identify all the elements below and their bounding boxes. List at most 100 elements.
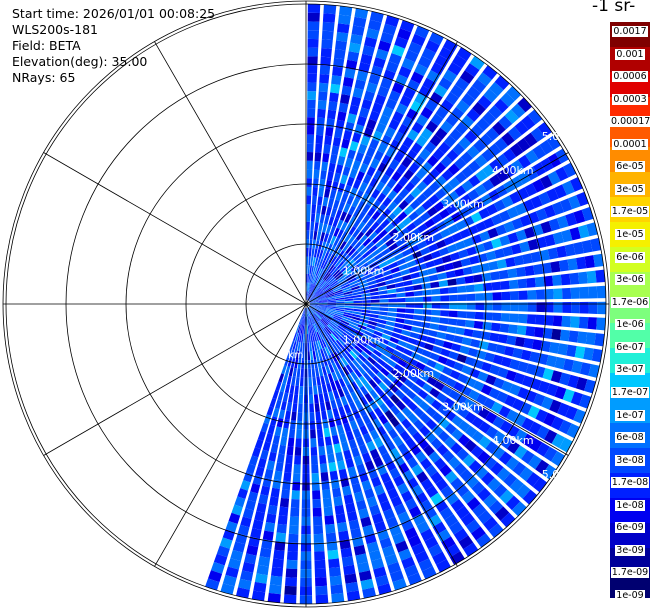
azimuth-spoke [305, 303, 458, 567]
range-gate-cell [307, 4, 321, 14]
range-gate-cell [284, 356, 290, 367]
range-gate-cell [340, 193, 349, 203]
range-gate-cell [421, 161, 433, 174]
range-gate-cell [317, 294, 326, 300]
range-gate-cell [462, 454, 476, 467]
range-gate-cell [328, 462, 337, 472]
range-gate-cell [460, 512, 476, 527]
range-gate-cell [424, 506, 438, 520]
range-gate-cell [341, 346, 349, 355]
range-gate-cell [348, 205, 356, 216]
range-gate-cell [308, 316, 311, 326]
range-gate-cell [344, 305, 354, 309]
range-gate-cell [318, 82, 329, 93]
range-gate-cell [317, 278, 323, 287]
range-gate-cell [473, 380, 485, 392]
range-gate-cell [456, 319, 466, 327]
range-gate-cell [378, 243, 388, 252]
range-gate-cell [273, 470, 283, 481]
range-gate-cell [349, 420, 358, 431]
range-gate-cell [401, 406, 413, 418]
range-gate-cell [385, 459, 397, 472]
range-gate-cell [505, 257, 516, 268]
range-gate-cell [415, 361, 426, 371]
range-gate-cell [335, 307, 345, 310]
range-gate-cell [477, 487, 492, 502]
range-gate-cell [289, 349, 295, 359]
range-gate-cell [535, 289, 546, 300]
range-gate-cell [342, 366, 350, 376]
range-gate-cell [377, 162, 388, 173]
range-gate-cell [313, 178, 319, 188]
range-gate-cell [417, 240, 428, 250]
range-gate-cell [518, 302, 528, 312]
range-gate-cell [334, 313, 343, 318]
range-gate-cell [348, 226, 357, 236]
range-gate-cell [323, 251, 330, 261]
range-gate-cell [445, 492, 459, 506]
range-gate-cell [329, 226, 336, 236]
range-gate-cell [389, 416, 400, 428]
range-gate-cell [515, 266, 526, 278]
range-gate-cell [385, 146, 397, 158]
range-gate-cell [408, 505, 422, 518]
range-gate-cell [364, 382, 373, 393]
range-gate-cell [336, 350, 344, 359]
range-gate-cell [581, 206, 594, 222]
range-gate-cell [309, 298, 318, 303]
range-gate-cell [516, 137, 531, 153]
range-gate-cell [445, 113, 459, 127]
range-gate-cell [521, 417, 534, 431]
range-gate-cell [313, 276, 319, 285]
range-gate-cell [444, 470, 458, 484]
colorbar-tick-label: 1e-07 [615, 409, 645, 421]
range-gate-cell [334, 291, 344, 296]
range-gate-cell [306, 152, 314, 161]
range-gate-cell [370, 295, 380, 300]
range-gate-cell [307, 316, 310, 326]
range-gate-cell [350, 391, 359, 402]
range-gate-cell [341, 334, 350, 342]
range-gate-cell [355, 553, 368, 565]
range-gate-cell [370, 310, 380, 315]
range-gate-cell [384, 223, 395, 233]
range-gate-cell [535, 208, 548, 221]
range-gate-cell [219, 537, 233, 549]
range-gate-cell [460, 115, 475, 129]
range-gate-cell [462, 266, 473, 276]
range-gate-cell [471, 416, 484, 429]
range-gate-cell [479, 230, 491, 242]
range-gate-cell [346, 590, 361, 602]
range-gate-cell [362, 237, 372, 247]
range-gate-cell [449, 521, 464, 535]
range-gate-cell [328, 334, 336, 343]
range-gate-cell [290, 340, 295, 350]
range-gate-cell [352, 291, 362, 296]
range-gate-cell [430, 113, 444, 126]
range-gate-cell [521, 433, 535, 448]
range-gate-cell [326, 263, 333, 272]
range-gate-cell [420, 106, 434, 120]
range-gate-cell [288, 525, 299, 535]
range-gate-cell [306, 256, 309, 266]
range-gate-cell [410, 272, 420, 279]
range-gate-cell [402, 233, 413, 243]
range-gate-cell [353, 253, 362, 262]
range-gate-cell [575, 376, 588, 391]
range-gate-cell [359, 385, 369, 396]
range-gate-cell [295, 377, 300, 387]
range-gate-cell [381, 134, 392, 146]
range-gate-cell [426, 336, 437, 345]
range-gate-cell [338, 102, 349, 113]
range-gate-cell [377, 341, 387, 350]
start-time: Start time: 2026/01/01 00:08:25 [12, 6, 216, 21]
range-gate-cell [321, 318, 329, 326]
range-gate-cell [432, 521, 447, 535]
range-gate-cell [319, 281, 327, 289]
range-gate-cell [306, 265, 308, 274]
range-gate-cell [378, 414, 389, 425]
range-gate-cell [532, 144, 546, 160]
range-gate-cell [359, 262, 369, 270]
range-gate-cell [318, 298, 327, 302]
range-gate-cell [314, 551, 326, 561]
